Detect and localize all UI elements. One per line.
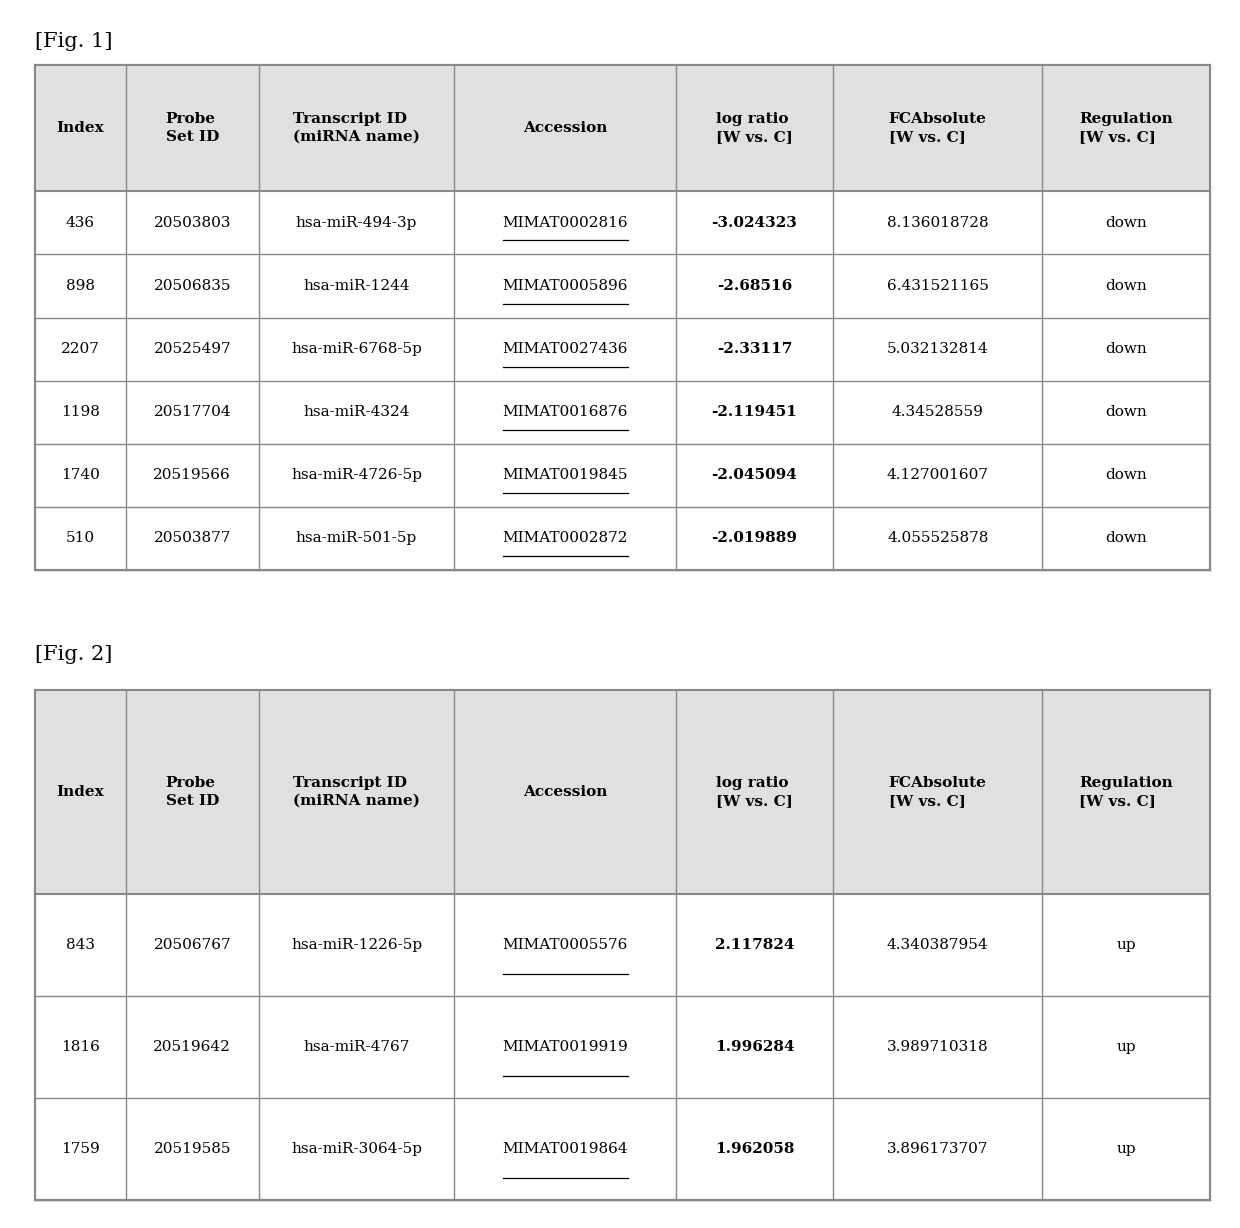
Text: 20517704: 20517704 — [154, 405, 231, 419]
Text: 4.055525878: 4.055525878 — [887, 532, 988, 545]
Text: Accession: Accession — [523, 122, 608, 135]
Text: hsa-miR-1226-5p: hsa-miR-1226-5p — [291, 938, 422, 952]
Text: MIMAT0027436: MIMAT0027436 — [502, 343, 627, 356]
Text: -3.024323: -3.024323 — [712, 216, 797, 230]
Text: hsa-miR-1244: hsa-miR-1244 — [304, 279, 410, 293]
Text: 8.136018728: 8.136018728 — [887, 216, 988, 230]
Text: up: up — [1116, 1040, 1136, 1054]
Text: 20519566: 20519566 — [154, 468, 231, 483]
Text: 1816: 1816 — [61, 1040, 100, 1054]
Text: 3.896173707: 3.896173707 — [887, 1142, 988, 1156]
Text: Probe
Set ID: Probe Set ID — [166, 776, 219, 808]
Text: down: down — [1105, 216, 1147, 230]
Text: hsa-miR-494-3p: hsa-miR-494-3p — [296, 216, 417, 230]
Text: 898: 898 — [66, 279, 95, 293]
Text: -2.68516: -2.68516 — [717, 279, 792, 293]
Text: down: down — [1105, 532, 1147, 545]
Bar — [35, 690, 1210, 1200]
Text: 4.340387954: 4.340387954 — [887, 938, 988, 952]
Text: [Fig. 1]: [Fig. 1] — [35, 32, 113, 52]
Text: Accession: Accession — [523, 785, 608, 799]
Text: down: down — [1105, 343, 1147, 356]
Text: 843: 843 — [66, 938, 95, 952]
Text: down: down — [1105, 279, 1147, 293]
Text: 6.431521165: 6.431521165 — [887, 279, 988, 293]
Text: 1198: 1198 — [61, 405, 100, 419]
Text: hsa-miR-4767: hsa-miR-4767 — [304, 1040, 409, 1054]
Text: up: up — [1116, 1142, 1136, 1156]
Text: 436: 436 — [66, 216, 95, 230]
Text: MIMAT0019845: MIMAT0019845 — [502, 468, 627, 483]
Text: 2207: 2207 — [61, 343, 100, 356]
Text: MIMAT0016876: MIMAT0016876 — [502, 405, 627, 419]
Text: Regulation
[W vs. C]: Regulation [W vs. C] — [1079, 776, 1173, 808]
Text: 20503877: 20503877 — [154, 532, 231, 545]
Text: 20525497: 20525497 — [154, 343, 231, 356]
Text: down: down — [1105, 468, 1147, 483]
Text: hsa-miR-501-5p: hsa-miR-501-5p — [296, 532, 417, 545]
Text: MIMAT0019864: MIMAT0019864 — [502, 1142, 627, 1156]
Text: FCAbsolute
[W vs. C]: FCAbsolute [W vs. C] — [889, 776, 987, 808]
Text: -2.119451: -2.119451 — [712, 405, 797, 419]
Text: -2.33117: -2.33117 — [717, 343, 792, 356]
Text: FCAbsolute
[W vs. C]: FCAbsolute [W vs. C] — [889, 113, 987, 144]
Bar — [35, 65, 1210, 570]
Text: 1740: 1740 — [61, 468, 100, 483]
Text: [Fig. 2]: [Fig. 2] — [35, 645, 113, 664]
Text: Index: Index — [57, 122, 104, 135]
Text: Index: Index — [57, 785, 104, 799]
Text: 3.989710318: 3.989710318 — [887, 1040, 988, 1054]
Text: 20503803: 20503803 — [154, 216, 231, 230]
Text: 5.032132814: 5.032132814 — [887, 343, 988, 356]
Bar — [35, 690, 1210, 894]
Text: MIMAT0005896: MIMAT0005896 — [502, 279, 627, 293]
Text: MIMAT0005576: MIMAT0005576 — [502, 938, 627, 952]
Text: 2.117824: 2.117824 — [714, 938, 795, 952]
Text: Probe
Set ID: Probe Set ID — [166, 113, 219, 144]
Text: 4.127001607: 4.127001607 — [887, 468, 988, 483]
Text: 510: 510 — [66, 532, 95, 545]
Text: -2.045094: -2.045094 — [712, 468, 797, 483]
Text: MIMAT0019919: MIMAT0019919 — [502, 1040, 627, 1054]
Text: 20519585: 20519585 — [154, 1142, 231, 1156]
Text: hsa-miR-6768-5p: hsa-miR-6768-5p — [291, 343, 422, 356]
Text: hsa-miR-4324: hsa-miR-4324 — [304, 405, 409, 419]
Text: Regulation
[W vs. C]: Regulation [W vs. C] — [1079, 113, 1173, 144]
Text: 4.34528559: 4.34528559 — [892, 405, 983, 419]
Text: -2.019889: -2.019889 — [712, 532, 797, 545]
Text: 1.996284: 1.996284 — [714, 1040, 795, 1054]
Text: 20506767: 20506767 — [154, 938, 231, 952]
Text: MIMAT0002872: MIMAT0002872 — [502, 532, 627, 545]
Text: up: up — [1116, 938, 1136, 952]
Text: log ratio
[W vs. C]: log ratio [W vs. C] — [715, 113, 792, 144]
Bar — [35, 65, 1210, 192]
Text: Transcript ID
(miRNA name): Transcript ID (miRNA name) — [293, 113, 420, 144]
Text: down: down — [1105, 405, 1147, 419]
Text: hsa-miR-3064-5p: hsa-miR-3064-5p — [291, 1142, 422, 1156]
Text: 1.962058: 1.962058 — [714, 1142, 795, 1156]
Text: log ratio
[W vs. C]: log ratio [W vs. C] — [715, 776, 792, 808]
Text: Transcript ID
(miRNA name): Transcript ID (miRNA name) — [293, 776, 420, 808]
Text: MIMAT0002816: MIMAT0002816 — [502, 216, 627, 230]
Text: hsa-miR-4726-5p: hsa-miR-4726-5p — [291, 468, 422, 483]
Text: 20506835: 20506835 — [154, 279, 231, 293]
Text: 1759: 1759 — [61, 1142, 100, 1156]
Text: 20519642: 20519642 — [154, 1040, 231, 1054]
